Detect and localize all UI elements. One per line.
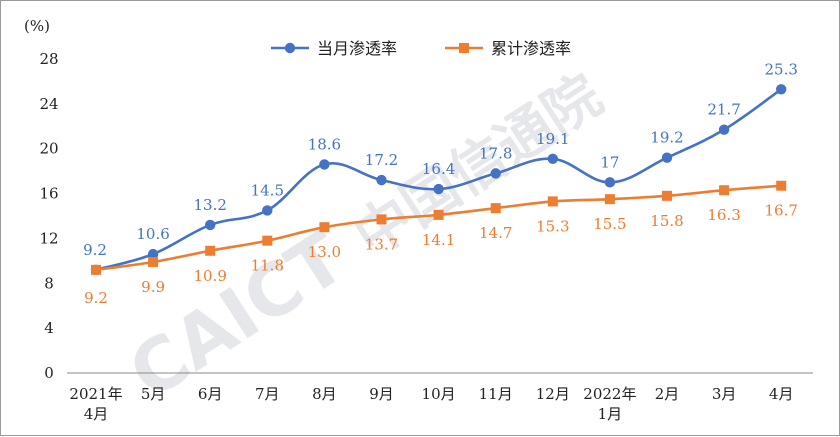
data-point-cumulative xyxy=(662,190,672,201)
x-tick-label: 8月 xyxy=(312,385,337,403)
data-point-monthly xyxy=(433,183,444,195)
x-tick-label: 6月 xyxy=(198,385,223,403)
data-point-cumulative xyxy=(262,235,273,246)
data-label-cumulative: 15.5 xyxy=(593,215,626,233)
data-label-cumulative: 15.3 xyxy=(536,217,569,235)
x-tick-label: 1月 xyxy=(598,405,623,423)
data-point-monthly xyxy=(376,174,387,186)
x-tick-label: 10月 xyxy=(422,385,456,403)
data-label-cumulative: 9.9 xyxy=(141,278,165,296)
data-point-cumulative xyxy=(490,203,501,214)
data-label-monthly: 18.6 xyxy=(308,135,341,153)
data-label-cumulative: 10.9 xyxy=(193,267,226,285)
data-point-monthly xyxy=(205,219,216,231)
data-point-cumulative xyxy=(776,180,787,191)
data-label-monthly: 9.2 xyxy=(83,241,107,259)
data-point-monthly xyxy=(319,159,330,170)
data-label-cumulative: 9.2 xyxy=(84,289,108,307)
data-point-cumulative xyxy=(719,185,730,196)
data-label-monthly: 16.4 xyxy=(422,160,455,178)
data-point-cumulative xyxy=(433,209,444,220)
x-tick-label: 4月 xyxy=(769,385,794,403)
data-label-monthly: 21.7 xyxy=(707,101,740,119)
x-tick-label: 2月 xyxy=(655,385,680,403)
data-point-cumulative xyxy=(148,256,159,267)
data-point-cumulative xyxy=(376,214,387,225)
data-point-cumulative xyxy=(91,264,101,275)
y-tick-label: 12 xyxy=(39,229,58,247)
data-point-monthly xyxy=(718,124,730,135)
data-label-monthly: 14.5 xyxy=(251,181,284,199)
data-label-monthly: 19.2 xyxy=(650,129,683,147)
data-point-monthly xyxy=(547,153,558,165)
y-tick-label: 28 xyxy=(39,50,58,68)
data-label-monthly: 17.8 xyxy=(479,144,512,162)
data-label-monthly: 25.3 xyxy=(764,60,797,78)
y-tick-label: 0 xyxy=(44,364,54,382)
data-label-monthly: 19.1 xyxy=(536,130,569,148)
x-tick-label: 2022年 xyxy=(583,385,636,403)
data-label-monthly: 10.6 xyxy=(136,225,169,243)
x-tick-label: 4月 xyxy=(84,405,109,423)
data-point-monthly xyxy=(661,152,673,163)
data-point-monthly xyxy=(604,177,616,188)
legend-label-cumulative: 累计渗透率 xyxy=(491,39,571,58)
x-tick-label: 12月 xyxy=(536,385,570,403)
data-label-cumulative: 11.8 xyxy=(251,257,284,275)
y-tick-label: 4 xyxy=(44,319,54,337)
legend-marker-monthly xyxy=(284,42,296,54)
x-tick-label: 3月 xyxy=(712,385,737,403)
data-point-cumulative xyxy=(547,196,558,207)
data-label-cumulative: 16.7 xyxy=(764,202,797,220)
data-label-monthly: 17.2 xyxy=(365,151,398,169)
y-tick-label: 16 xyxy=(39,185,58,203)
data-label-monthly: 13.2 xyxy=(193,196,226,214)
data-label-cumulative: 14.7 xyxy=(479,224,512,242)
data-point-cumulative xyxy=(205,245,216,256)
data-point-monthly xyxy=(776,84,787,95)
legend-marker-cumulative xyxy=(459,43,469,53)
data-label-cumulative: 13.0 xyxy=(308,243,341,261)
x-tick-label: 7月 xyxy=(255,385,280,403)
x-tick-label: 5月 xyxy=(141,385,166,403)
data-point-cumulative xyxy=(319,222,330,233)
data-label-cumulative: 13.7 xyxy=(365,235,398,253)
x-tick-label: 2021年 xyxy=(69,385,122,403)
x-tick-label: 11月 xyxy=(479,385,513,403)
y-tick-label: 24 xyxy=(39,95,58,113)
data-label-cumulative: 15.8 xyxy=(650,212,683,230)
data-label-cumulative: 14.1 xyxy=(422,231,455,249)
data-label-monthly: 17 xyxy=(600,153,619,171)
data-point-cumulative xyxy=(604,194,615,205)
legend-label-monthly: 当月渗透率 xyxy=(317,39,397,58)
data-label-cumulative: 16.3 xyxy=(707,206,740,224)
data-point-monthly xyxy=(262,205,273,216)
y-unit-label: (%) xyxy=(24,17,50,35)
data-point-monthly xyxy=(490,168,501,179)
x-tick-label: 9月 xyxy=(369,385,394,403)
y-tick-label: 8 xyxy=(44,274,54,292)
y-tick-label: 20 xyxy=(39,140,58,158)
data-point-monthly xyxy=(147,248,159,260)
